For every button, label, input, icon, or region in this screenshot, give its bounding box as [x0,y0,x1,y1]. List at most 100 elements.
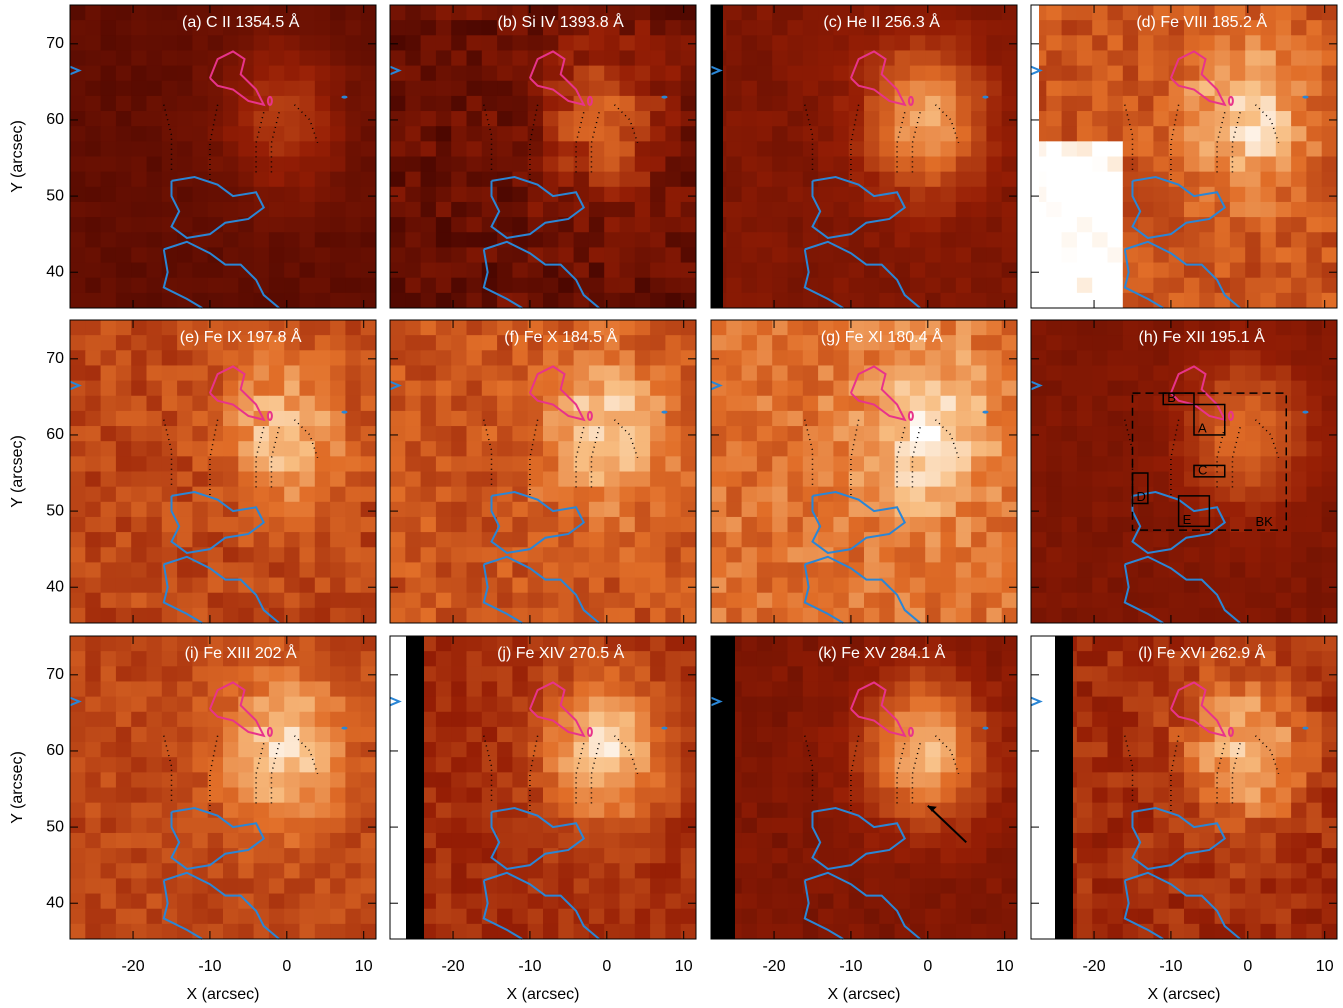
image-pixel [512,894,528,910]
image-pixel [971,396,987,412]
image-pixel [269,848,285,864]
image-pixel [315,878,331,894]
image-pixel [70,232,86,248]
image-pixel [284,456,300,472]
image-pixel [467,578,483,594]
image-pixel [345,35,361,51]
image-pixel [497,909,513,925]
image-pixel [238,803,254,819]
image-pixel [742,411,758,427]
image-pixel [208,502,224,518]
image-pixel [390,487,406,503]
image-pixel [1215,126,1231,142]
image-pixel [436,532,452,548]
image-pixel [162,697,178,713]
image-pixel [345,350,361,366]
image-pixel [849,517,865,533]
image-pixel [681,863,697,879]
image-pixel [604,411,620,427]
image-pixel [192,894,208,910]
image-pixel [85,350,101,366]
image-pixel [284,157,300,173]
image-pixel [665,727,681,743]
image-pixel [1153,96,1169,112]
image-pixel [390,547,406,563]
image-pixel [849,187,865,203]
image-pixel [390,263,406,279]
image-pixel [574,157,590,173]
image-pixel [147,293,163,309]
image-pixel [956,320,972,336]
image-pixel [895,848,911,864]
image-pixel [986,278,1002,294]
image-pixel [528,350,544,366]
region-label: C [1198,462,1207,477]
image-pixel [512,157,528,173]
image-pixel [742,894,758,910]
image-pixel [1002,487,1018,503]
image-pixel [405,426,421,442]
image-pixel [512,35,528,51]
image-pixel [1276,263,1292,279]
image-pixel [405,472,421,488]
image-pixel [1291,217,1307,233]
image-pixel [665,532,681,548]
image-pixel [635,66,651,82]
image-pixel [971,697,987,713]
image-pixel [788,727,804,743]
blank-strip [711,636,735,939]
image-pixel [1138,772,1154,788]
image-pixel [757,456,773,472]
image-pixel [1230,547,1246,563]
image-pixel [70,441,86,457]
image-pixel [1092,742,1108,758]
image-pixel [467,426,483,442]
image-pixel [345,172,361,188]
image-pixel [574,578,590,594]
image-pixel [879,681,895,697]
image-pixel [1215,35,1231,51]
image-pixel [941,396,957,412]
image-pixel [1062,20,1078,36]
image-pixel [162,66,178,82]
image-pixel [482,20,498,36]
image-pixel [818,502,834,518]
image-pixel [589,532,605,548]
image-pixel [543,247,559,263]
image-pixel [315,335,331,351]
image-pixel [497,848,513,864]
image-pixel [711,411,727,427]
image-pixel [665,50,681,66]
image-pixel [879,172,895,188]
image-pixel [315,111,331,127]
image-pixel [436,578,452,594]
image-pixel [1138,187,1154,203]
image-pixel [330,202,346,218]
image-pixel [742,126,758,142]
image-pixel [1123,187,1139,203]
image-pixel [604,396,620,412]
image-pixel [467,833,483,849]
image-pixel [711,441,727,457]
image-pixel [390,593,406,609]
image-pixel [681,232,697,248]
image-pixel [101,247,117,263]
image-pixel [971,712,987,728]
image-pixel [1138,547,1154,563]
image-pixel [315,636,331,652]
image-pixel [482,712,498,728]
image-pixel [665,924,681,940]
image-pixel [1245,278,1261,294]
image-pixel [1153,350,1169,366]
image-pixel [238,924,254,940]
image-pixel [757,547,773,563]
image-pixel [512,187,528,203]
image-pixel [421,350,437,366]
image-pixel [543,727,559,743]
image-pixel [879,157,895,173]
image-pixel [941,111,957,127]
image-pixel [497,818,513,834]
image-pixel [650,863,666,879]
image-pixel [330,803,346,819]
image-pixel [1092,66,1108,82]
